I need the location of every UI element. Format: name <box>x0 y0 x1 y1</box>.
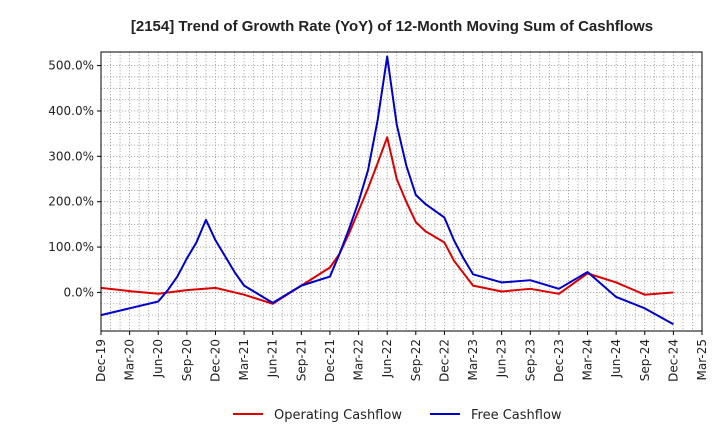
x-tick-label: Jun-21 <box>266 339 280 378</box>
x-tick-label: Dec-21 <box>323 339 337 382</box>
series-lines <box>100 55 674 326</box>
x-tick-label: Sep-23 <box>523 339 537 381</box>
series-line-operating-cashflow <box>100 136 674 305</box>
y-axis: 0.0% 100.0% 200.0% 300.0% 400.0% 500.0% <box>48 59 101 299</box>
x-tick-label: Mar-22 <box>352 339 366 380</box>
x-tick-label: Dec-23 <box>552 339 566 382</box>
x-tick-label: Dec-19 <box>94 339 108 382</box>
plot-area <box>100 51 703 332</box>
grid-lines <box>100 52 703 331</box>
x-tick-label: Jun-23 <box>495 339 509 378</box>
x-tick-label: Sep-20 <box>180 339 194 381</box>
x-tick-label: Mar-21 <box>237 339 251 380</box>
x-tick-label: Jun-22 <box>380 339 394 378</box>
x-tick-label: Mar-20 <box>123 339 137 380</box>
series-line-free-cashflow <box>100 55 674 326</box>
x-tick-label: Sep-22 <box>409 339 423 381</box>
x-tick-label: Jun-24 <box>609 339 623 378</box>
y-tick-label: 100.0% <box>48 240 94 254</box>
y-tick-label: 400.0% <box>48 104 94 118</box>
x-tick-label: Mar-25 <box>695 339 709 380</box>
legend-label-operating-cashflow: Operating Cashflow <box>274 408 402 423</box>
x-axis: Dec-19 Mar-20 Jun-20 Sep-20 Dec-20 Mar-21 Jun-… <box>94 331 709 382</box>
y-tick-label: 500.0% <box>48 59 94 73</box>
legend-label-free-cashflow: Free Cashflow <box>471 408 562 423</box>
x-tick-label: Jun-20 <box>151 339 165 378</box>
x-tick-label: Mar-23 <box>466 339 480 380</box>
x-tick-label: Dec-20 <box>208 339 222 382</box>
x-tick-label: Mar-24 <box>581 339 595 380</box>
y-tick-label: 0.0% <box>64 285 95 299</box>
x-tick-label: Sep-24 <box>638 339 652 381</box>
y-tick-label: 300.0% <box>48 149 94 163</box>
x-tick-label: Dec-24 <box>666 339 680 382</box>
chart-title: [2154] Trend of Growth Rate (YoY) of 12-… <box>131 18 653 35</box>
x-tick-label: Dec-22 <box>437 339 451 382</box>
x-tick-label: Sep-21 <box>294 339 308 381</box>
legend: Operating Cashflow Free Cashflow <box>233 408 562 423</box>
y-tick-label: 200.0% <box>48 195 94 209</box>
